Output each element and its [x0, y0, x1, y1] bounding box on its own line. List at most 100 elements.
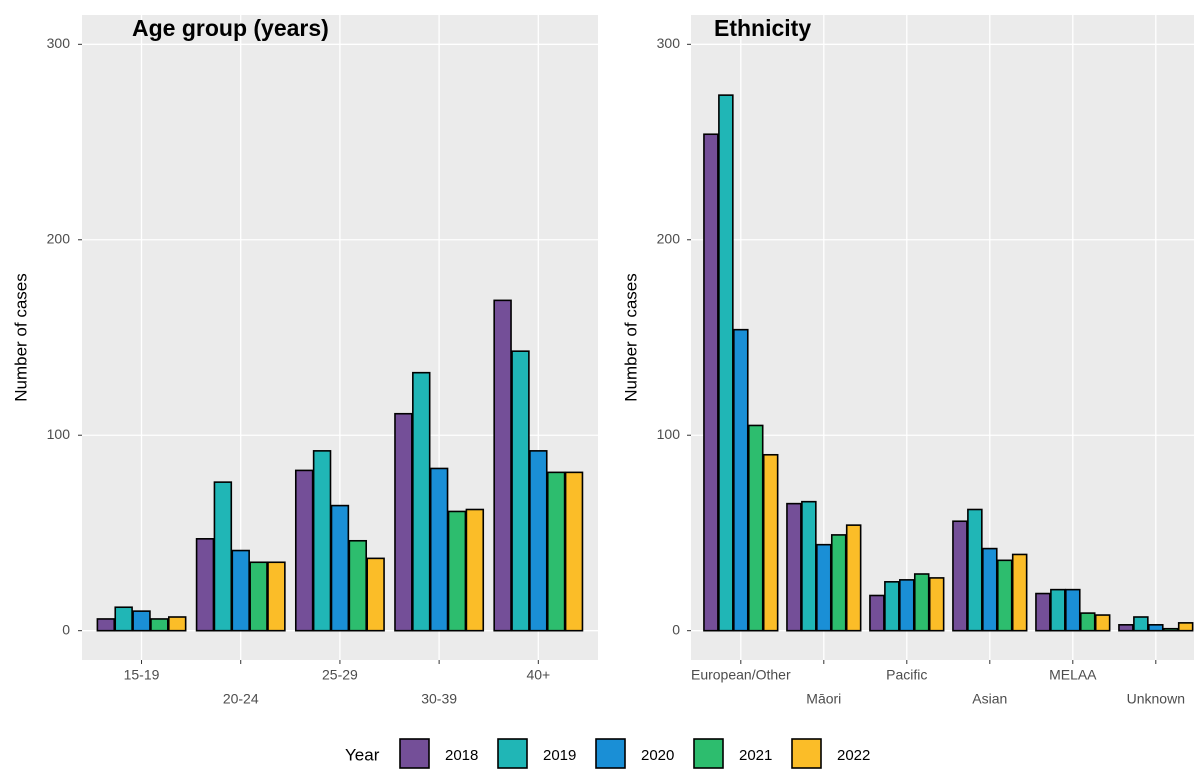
x-tick-label: Asian — [972, 691, 1007, 707]
x-tick-label: Māori — [806, 691, 841, 707]
legend-label: 2019 — [543, 747, 576, 764]
bar — [231, 549, 250, 632]
bar — [366, 557, 385, 632]
x-tick-label: European/Other — [691, 667, 791, 683]
bar — [845, 524, 862, 632]
bar — [195, 538, 215, 632]
bar — [913, 573, 930, 632]
bar — [312, 450, 332, 632]
y-tick-label: 100 — [657, 426, 681, 442]
legend-title: Year — [345, 745, 380, 764]
series — [718, 94, 1149, 632]
bar — [511, 350, 530, 632]
bar — [150, 618, 169, 632]
series — [747, 424, 1179, 632]
bar — [168, 616, 187, 632]
bar — [1094, 614, 1111, 632]
series — [114, 350, 530, 632]
bar — [249, 561, 268, 632]
bar — [429, 467, 449, 632]
series — [762, 453, 1194, 632]
series — [703, 133, 1134, 632]
bar — [132, 610, 151, 632]
bar — [1050, 588, 1066, 632]
legend-key — [693, 738, 724, 769]
bar — [412, 371, 431, 632]
bar — [330, 504, 350, 632]
bar — [114, 606, 133, 632]
bar — [703, 133, 719, 632]
bar — [816, 543, 832, 632]
bar — [294, 469, 314, 632]
bar — [447, 510, 467, 632]
bar — [967, 508, 983, 632]
bar — [884, 581, 900, 632]
y-tick-label: 200 — [657, 230, 681, 246]
x-tick-label: 30-39 — [421, 691, 457, 707]
x-tick-label: MELAA — [1049, 667, 1097, 683]
series — [96, 299, 512, 632]
bar — [786, 502, 802, 632]
x-tick-label: 15-19 — [124, 667, 160, 683]
legend-label: 2020 — [641, 747, 674, 764]
bar — [1065, 588, 1081, 632]
legend-label: 2018 — [445, 747, 478, 764]
y-axis-label: Number of cases — [11, 273, 30, 402]
x-tick-label: Unknown — [1127, 691, 1185, 707]
bar — [564, 471, 584, 632]
bar — [546, 471, 566, 632]
legend-key — [497, 738, 528, 769]
y-tick-label: 200 — [47, 230, 71, 246]
y-tick-label: 100 — [47, 426, 71, 442]
bar — [1177, 622, 1194, 632]
bar — [747, 424, 764, 632]
x-tick-label: 20-24 — [223, 691, 259, 707]
legend-label: 2021 — [739, 747, 772, 764]
bar — [529, 450, 548, 632]
bar — [267, 561, 286, 632]
chart-title: Ethnicity — [714, 15, 811, 41]
bar — [1118, 624, 1134, 632]
x-tick-label: 40+ — [526, 667, 550, 683]
y-tick-label: 300 — [47, 35, 71, 51]
y-tick-label: 300 — [657, 35, 681, 51]
bar — [465, 508, 485, 632]
bar — [1035, 592, 1051, 632]
bar — [213, 481, 233, 632]
legend-key — [399, 738, 430, 769]
bar — [1162, 627, 1179, 632]
bar — [830, 534, 847, 632]
bar — [952, 520, 968, 632]
bar — [394, 412, 413, 632]
bar — [348, 539, 368, 632]
legend-key — [791, 738, 822, 769]
bar — [1148, 624, 1164, 632]
panel — [691, 15, 1194, 660]
chart-title: Age group (years) — [132, 15, 329, 41]
y-axis-label: Number of cases — [621, 273, 640, 402]
bar — [928, 577, 945, 632]
bar — [996, 559, 1013, 632]
series — [150, 471, 566, 632]
bar — [762, 453, 779, 632]
bar — [1079, 612, 1096, 632]
legend-label: 2022 — [837, 747, 870, 764]
series — [168, 471, 584, 632]
x-tick-label: Pacific — [886, 667, 927, 683]
bar — [801, 500, 817, 632]
bar — [96, 618, 116, 632]
series — [132, 450, 548, 632]
bar — [869, 594, 885, 632]
x-tick-label: 25-29 — [322, 667, 358, 683]
y-tick-label: 0 — [62, 621, 70, 637]
bar — [982, 547, 998, 632]
series — [733, 328, 1164, 632]
bar — [733, 328, 749, 632]
y-tick-label: 0 — [672, 621, 680, 637]
bar — [1011, 553, 1028, 632]
legend-key — [595, 738, 626, 769]
bar — [718, 94, 734, 632]
bar — [1133, 616, 1149, 632]
panel — [82, 15, 598, 660]
